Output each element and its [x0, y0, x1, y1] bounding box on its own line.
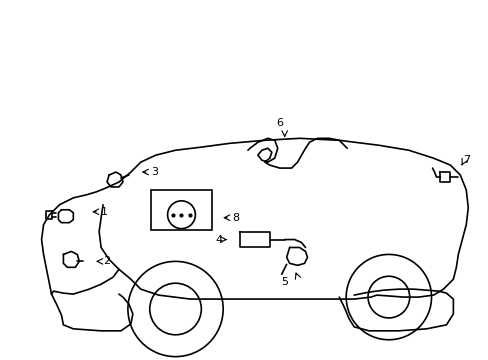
Text: 8: 8	[232, 213, 239, 223]
Bar	[150, 190, 212, 230]
Text: 2: 2	[103, 256, 110, 266]
Text: 6: 6	[276, 118, 283, 129]
Text: 4: 4	[215, 234, 222, 244]
Text: 3: 3	[150, 167, 158, 177]
Text: 5: 5	[281, 277, 287, 287]
Text: 7: 7	[462, 155, 469, 165]
Text: 1: 1	[101, 207, 108, 217]
